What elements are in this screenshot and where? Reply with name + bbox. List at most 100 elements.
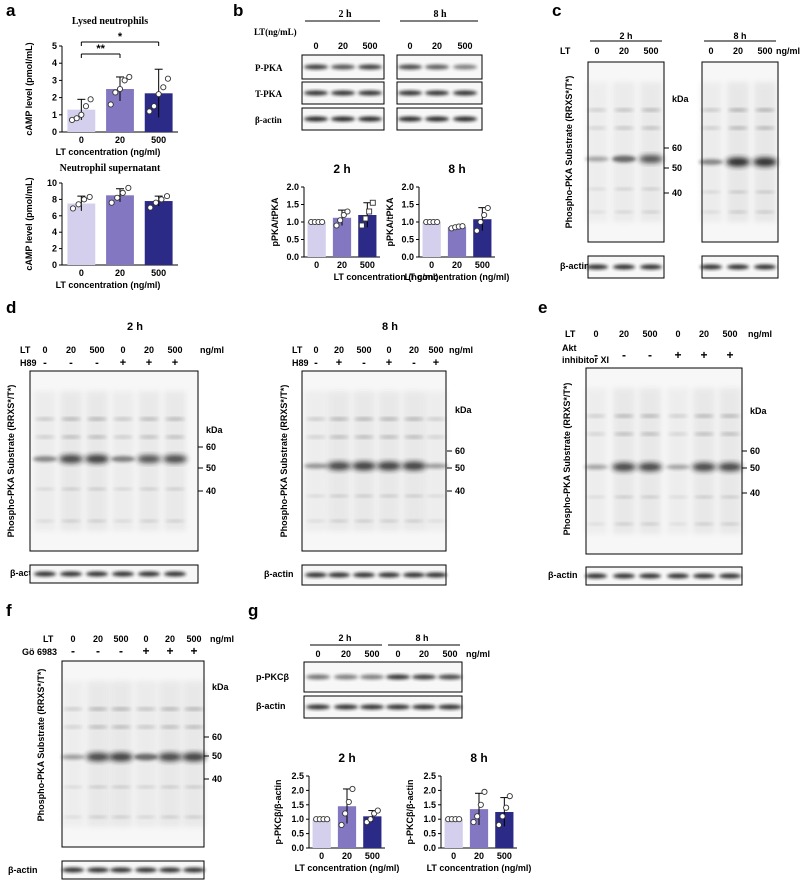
panel-c: c 2 h 8 h LT ng/ml 0 20 500 0 20 500 kDa 60 50 4… — [552, 1, 800, 279]
upper-band — [379, 435, 399, 439]
upper-band — [354, 435, 374, 439]
g-unit: ng/ml — [466, 649, 490, 659]
lane-smear — [586, 82, 608, 222]
actin-band — [425, 572, 447, 578]
g-actin-band — [360, 704, 384, 710]
blot-y-label: Phospho-PKA Substrate (RRXS*/T*) — [36, 669, 46, 822]
actin-band — [403, 572, 425, 578]
upper-band — [329, 417, 349, 421]
lane-label: 500 — [186, 634, 201, 644]
g-pkc-band — [386, 674, 410, 680]
main-band-50kda — [699, 159, 723, 165]
y-tick-label: 1.0 — [286, 217, 299, 227]
upper-band — [587, 108, 607, 112]
lower-band — [404, 519, 424, 523]
data-point — [333, 222, 340, 229]
lane-label: + — [190, 644, 197, 658]
data-point — [367, 816, 374, 823]
marker-label: 50 — [212, 751, 222, 761]
main-band-50kda — [59, 454, 83, 464]
b-band-2h — [358, 90, 382, 96]
lower-band — [111, 815, 131, 819]
lane-label: 500 — [642, 329, 657, 339]
lane-label: - — [594, 348, 598, 362]
data-point — [163, 193, 171, 200]
lane-label: + — [166, 644, 173, 658]
y-axis-label: p-PKCβ/β-actin — [405, 780, 415, 845]
chart-title: 2 h — [338, 751, 355, 765]
d-lt-label-8h: LT — [292, 345, 303, 355]
lane-label: 20 — [733, 46, 743, 56]
g-time-2h: 2 h — [338, 633, 351, 643]
marker-label: 50 — [206, 463, 216, 473]
lower-band — [111, 785, 131, 789]
y-tick-label: 0.0 — [286, 252, 299, 262]
upper-band — [426, 417, 446, 421]
upper-band — [694, 414, 714, 418]
actin-band — [138, 571, 160, 577]
lower-band — [160, 815, 180, 819]
actin-band — [135, 867, 157, 873]
b-time-2h: 2 h — [338, 9, 352, 20]
main-band-50kda — [111, 456, 135, 462]
marker-label: 40 — [672, 188, 682, 198]
y-tick-label: 6 — [52, 211, 57, 221]
lane-label: 0 — [120, 345, 125, 355]
x-tick-label: 500 — [497, 851, 512, 861]
lower-band — [614, 495, 634, 499]
lane-label: 500 — [89, 345, 104, 355]
upper-band — [160, 707, 180, 711]
lower-band — [426, 494, 446, 498]
main-band-50kda — [137, 455, 161, 463]
lower-band — [720, 495, 740, 499]
y-tick-label: 0.5 — [401, 235, 414, 245]
panel-a: a Lysed neutrophils 0 1 2 3 4 5 cAMP level (pmo… — [6, 1, 178, 290]
lower-band — [379, 519, 399, 523]
y-tick-label: 0.0 — [401, 252, 414, 262]
g-blots: 0 20 500 0 20 500 ng/ml p-PKCβ β-actin — [256, 649, 490, 719]
actin-band — [87, 867, 109, 873]
main-band-50kda — [327, 461, 351, 471]
y-tick-label: 2.0 — [423, 785, 436, 795]
y-tick-label: 0.0 — [423, 843, 436, 853]
lane-label: 0 — [313, 41, 318, 51]
g-pkc-band — [438, 674, 462, 680]
data-point — [474, 813, 481, 820]
y-tick-label: 2.0 — [401, 182, 414, 192]
y-tick-label: 2.5 — [291, 771, 304, 781]
actin-band — [613, 264, 635, 270]
c-unit: ng/ml — [776, 46, 800, 56]
y-tick-label: 1.5 — [286, 200, 299, 210]
lane-smear — [667, 388, 689, 534]
y-tick-label: 2 — [52, 93, 57, 103]
upper-band — [139, 435, 159, 439]
data-point — [358, 222, 365, 229]
bar-20 — [469, 809, 489, 848]
upper-band — [587, 126, 607, 130]
b-band-2h — [304, 116, 328, 122]
upper-band — [640, 432, 660, 436]
lane-label: 500 — [757, 46, 772, 56]
g-row-label: p-PKCβ — [256, 672, 289, 682]
data-point — [484, 204, 491, 212]
y-tick-label: 1 — [52, 110, 57, 120]
lower-band — [587, 187, 607, 191]
data-point — [112, 89, 119, 96]
y-tick-label: 2 — [52, 244, 57, 254]
lane-label: 500 — [428, 345, 443, 355]
data-point — [78, 111, 85, 118]
actin-band — [159, 867, 181, 873]
x-tick-label: 0 — [429, 260, 434, 270]
main-band-50kda — [163, 455, 187, 463]
lane-label: 20 — [338, 41, 348, 51]
x-tick-label: 20 — [337, 260, 347, 270]
upper-band — [61, 435, 81, 439]
d-unit: ng/ml — [200, 345, 224, 355]
actin-band — [183, 867, 205, 873]
upper-band — [720, 414, 740, 418]
lane-label: 500 — [167, 345, 182, 355]
lane-label: 500 — [442, 649, 457, 659]
upper-band — [701, 126, 721, 130]
main-band-50kda — [402, 461, 426, 471]
actin-band — [754, 264, 776, 270]
